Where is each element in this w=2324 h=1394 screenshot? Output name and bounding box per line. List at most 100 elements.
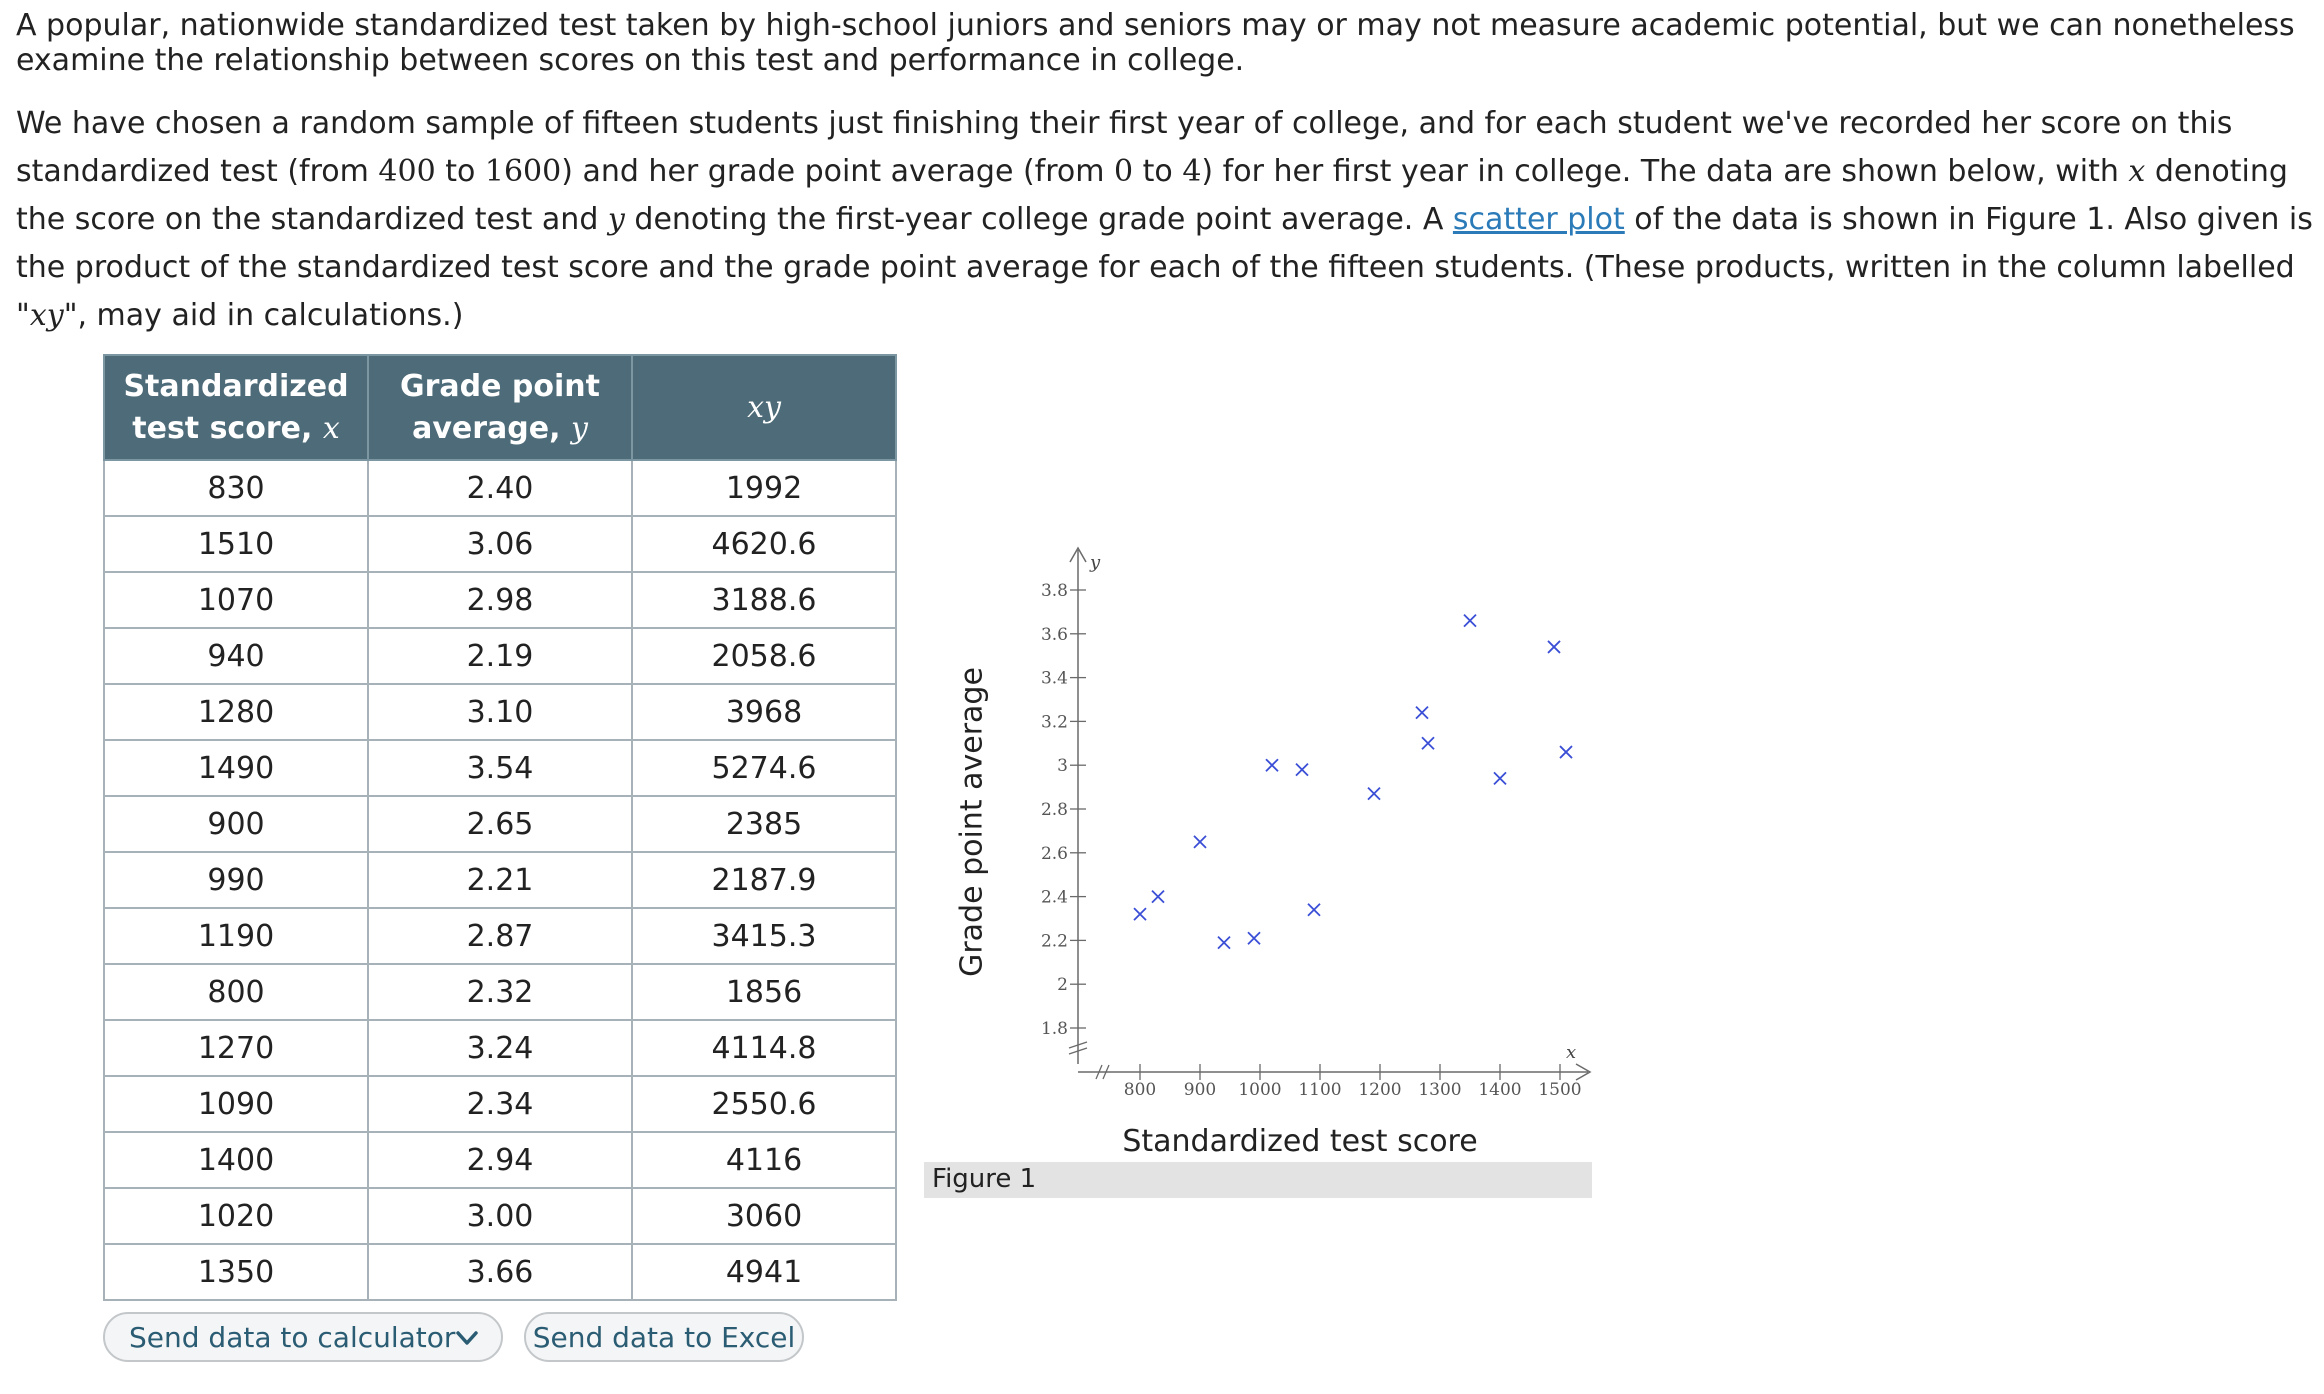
data-point xyxy=(1559,745,1573,759)
table-row: 1280 3.10 3968 xyxy=(103,683,897,741)
cell-gpa: 3.00 xyxy=(367,1187,633,1245)
cell-gpa: 2.94 xyxy=(367,1131,633,1189)
cell-xy: 3415.3 xyxy=(631,907,897,965)
table-row: 1190 2.87 3415.3 xyxy=(103,907,897,965)
cell-xy: 2058.6 xyxy=(631,627,897,685)
intro-paragraph: A popular, nationwide standardized test … xyxy=(16,8,2295,78)
cell-test-score: 1270 xyxy=(103,1019,369,1077)
cell-test-score: 900 xyxy=(103,795,369,853)
cell-xy: 4116 xyxy=(631,1131,897,1189)
x-tick-label: 1500 xyxy=(1538,1080,1581,1100)
num-4: 4 xyxy=(1182,154,1202,189)
var-xy: xy xyxy=(29,298,64,333)
cell-xy: 1856 xyxy=(631,963,897,1021)
send-to-excel-button[interactable]: Send data to Excel xyxy=(524,1312,804,1362)
x-tick-label: 1200 xyxy=(1358,1080,1401,1100)
desc-text-6: denoting the score on the standardized t… xyxy=(16,154,2288,237)
y-tick-label: 3.4 xyxy=(1041,669,1068,689)
cell-test-score: 990 xyxy=(103,851,369,909)
cell-test-score: 1510 xyxy=(103,515,369,573)
cell-xy: 3060 xyxy=(631,1187,897,1245)
table-row: 1510 3.06 4620.6 xyxy=(103,515,897,573)
cell-gpa: 3.06 xyxy=(367,515,633,573)
y-tick-label: 3.8 xyxy=(1041,581,1068,601)
cell-test-score: 1190 xyxy=(103,907,369,965)
y-tick-label: 3.6 xyxy=(1041,625,1068,645)
cell-xy: 2187.9 xyxy=(631,851,897,909)
cell-test-score: 1400 xyxy=(103,1131,369,1189)
x-tick-label: 1300 xyxy=(1418,1080,1461,1100)
cell-test-score: 1490 xyxy=(103,739,369,797)
cell-gpa: 3.24 xyxy=(367,1019,633,1077)
data-point xyxy=(1463,614,1477,628)
x-tick-label: 1000 xyxy=(1238,1080,1281,1100)
cell-test-score: 830 xyxy=(103,459,369,517)
x-axis-variable: x xyxy=(1566,1042,1576,1063)
num-0: 0 xyxy=(1114,154,1134,189)
y-tick-label: 3.2 xyxy=(1041,712,1068,732)
scatter-plot-link[interactable]: scatter plot xyxy=(1452,202,1625,237)
send-to-calculator-button[interactable]: Send data to calculator xyxy=(103,1312,503,1362)
table-row: 1350 3.66 4941 xyxy=(103,1243,897,1301)
table-row: 900 2.65 2385 xyxy=(103,795,897,853)
data-point xyxy=(1247,931,1261,945)
header-test-score: Standardized test score, x xyxy=(103,354,369,461)
cell-xy: 2385 xyxy=(631,795,897,853)
desc-text-1: We have chosen a random sample of fiftee… xyxy=(16,106,2233,189)
cell-test-score: 940 xyxy=(103,627,369,685)
table-row: 1490 3.54 5274.6 xyxy=(103,739,897,797)
cell-xy: 3968 xyxy=(631,683,897,741)
cell-test-score: 1070 xyxy=(103,571,369,629)
table-header-row: Standardized test score, x Grade point ave… xyxy=(103,354,897,461)
data-point xyxy=(1193,835,1207,849)
table-row: 1270 3.24 4114.8 xyxy=(103,1019,897,1077)
desc-text-9: ", may aid in calculations.) xyxy=(63,298,464,333)
x-tick-label: 900 xyxy=(1184,1080,1216,1100)
x-tick-label: 800 xyxy=(1124,1080,1156,1100)
table-row: 1070 2.98 3188.6 xyxy=(103,571,897,629)
cell-xy: 3188.6 xyxy=(631,571,897,629)
data-table: Standardized test score, x Grade point ave… xyxy=(103,354,897,1301)
var-x: x xyxy=(2128,154,2146,189)
table-row: 1090 2.34 2550.6 xyxy=(103,1075,897,1133)
table-row: 940 2.19 2058.6 xyxy=(103,627,897,685)
figure-caption: Figure 1 xyxy=(932,1164,1037,1194)
header-gpa: Grade point average, y xyxy=(367,354,633,461)
table-row: 990 2.21 2187.9 xyxy=(103,851,897,909)
cell-xy: 4620.6 xyxy=(631,515,897,573)
cell-xy: 2550.6 xyxy=(631,1075,897,1133)
cell-gpa: 3.10 xyxy=(367,683,633,741)
figure-caption-bar xyxy=(924,1162,1592,1198)
data-point xyxy=(1217,935,1231,950)
chart-x-axis-label: Standardized test score xyxy=(1122,1124,1478,1159)
desc-text-8: of the data is shown in Figure 1. Also g… xyxy=(16,202,2313,333)
y-tick-label: 3 xyxy=(1057,756,1068,776)
cell-xy: 1992 xyxy=(631,459,897,517)
desc-text-3: ) and her grade point average (from xyxy=(561,154,1115,189)
cell-gpa: 2.21 xyxy=(367,851,633,909)
y-axis-break xyxy=(1068,1041,1088,1055)
y-tick-label: 2.8 xyxy=(1041,800,1068,820)
cell-gpa: 3.54 xyxy=(367,739,633,797)
cell-xy: 4114.8 xyxy=(631,1019,897,1077)
chart-points xyxy=(1133,614,1573,950)
data-point xyxy=(1415,706,1429,720)
cell-gpa: 2.65 xyxy=(367,795,633,853)
cell-test-score: 1280 xyxy=(103,683,369,741)
cell-test-score: 1090 xyxy=(103,1075,369,1133)
cell-gpa: 2.98 xyxy=(367,571,633,629)
table-row: 1020 3.00 3060 xyxy=(103,1187,897,1245)
cell-xy: 5274.6 xyxy=(631,739,897,797)
x-tick-label: 1400 xyxy=(1478,1080,1521,1100)
chart-ticks: 1.8 2 2.2 2.4 2.6 2.8 3 3.2 3.4 3.6 3.8 800 900 1000 1… xyxy=(1041,581,1582,1100)
x-axis-break xyxy=(1095,1064,1110,1080)
header-xy: xy xyxy=(631,354,897,461)
chevron-down-icon[interactable] xyxy=(453,1324,481,1352)
y-tick-label: 2 xyxy=(1057,975,1068,995)
cell-gpa: 2.19 xyxy=(367,627,633,685)
data-point xyxy=(1151,889,1165,904)
table-row: 800 2.32 1856 xyxy=(103,963,897,1021)
cell-test-score: 800 xyxy=(103,963,369,1021)
y-tick-label: 2.2 xyxy=(1041,931,1068,951)
data-point xyxy=(1307,903,1321,917)
